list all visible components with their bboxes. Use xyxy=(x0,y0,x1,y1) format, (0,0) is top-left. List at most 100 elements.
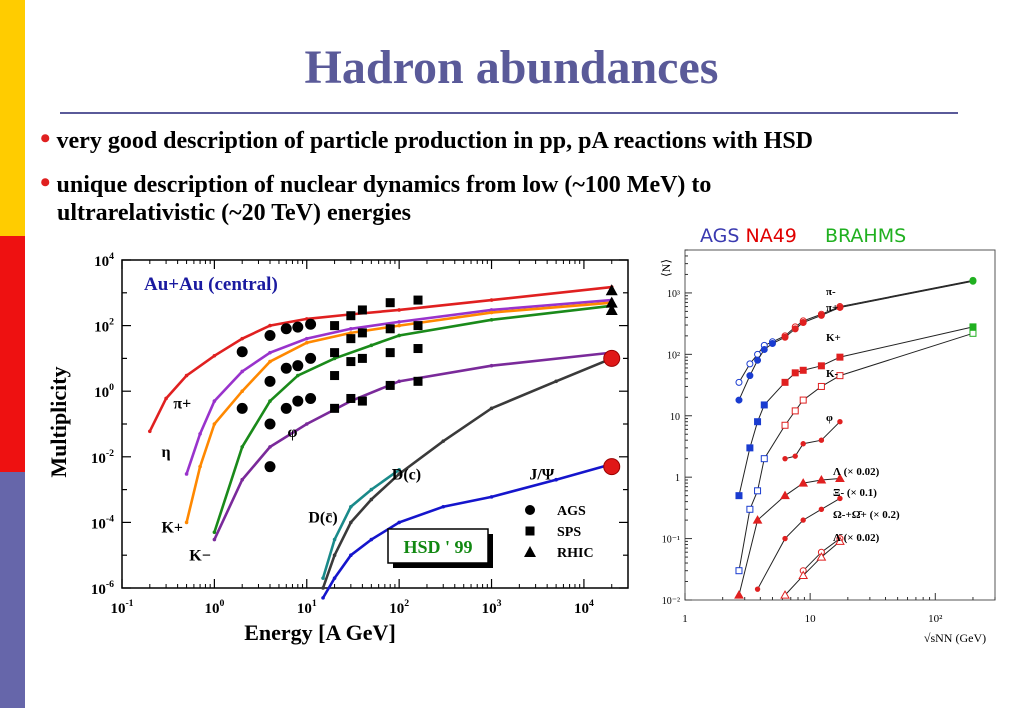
sps-marker xyxy=(330,321,340,331)
series-point xyxy=(397,520,401,525)
series-point xyxy=(397,323,401,328)
series-point xyxy=(489,363,494,368)
right-series-marker xyxy=(781,333,789,341)
plot-frame xyxy=(121,259,629,589)
series-point xyxy=(212,354,217,358)
series-point xyxy=(349,331,353,335)
legend-sps-marker xyxy=(525,526,535,536)
x-tick-label: 10-1 xyxy=(110,598,133,617)
series-point xyxy=(164,396,168,401)
right-series-line xyxy=(738,279,974,383)
experiment-legend: AGS NA49 BRAHMS xyxy=(700,225,906,247)
series-point xyxy=(268,445,272,449)
right-series-marker xyxy=(837,495,843,502)
series-point xyxy=(212,537,217,542)
sps-marker xyxy=(413,376,423,386)
series-point xyxy=(321,576,325,580)
model-label: HSD ' 99 xyxy=(403,537,472,557)
right-x-tick-label: 1 xyxy=(682,613,688,625)
exp-na49: NA49 xyxy=(745,225,797,247)
series-point xyxy=(296,373,300,378)
x-tick-label: 104 xyxy=(574,598,594,617)
ags-marker xyxy=(236,346,248,358)
right-series-marker xyxy=(969,276,977,284)
sps-marker xyxy=(346,311,356,321)
right-y-tick-label: 10² xyxy=(667,350,680,361)
series-point xyxy=(441,439,446,443)
right-series-marker xyxy=(816,474,827,484)
series-point xyxy=(609,298,614,302)
right-y-tick-label: 10⁻¹ xyxy=(662,535,680,546)
series-point xyxy=(332,576,337,580)
right-series-label: K- xyxy=(826,368,839,380)
series-point xyxy=(332,356,337,361)
right-series-marker xyxy=(746,444,754,452)
series-point xyxy=(397,379,401,384)
curve-label: η xyxy=(162,444,171,461)
series-line xyxy=(185,301,612,523)
series-point xyxy=(268,350,272,355)
series-point xyxy=(489,298,494,302)
legend-label: AGS xyxy=(557,504,586,519)
right-series-marker xyxy=(799,567,807,575)
right-series-marker xyxy=(780,590,790,599)
series-point xyxy=(349,312,353,317)
series-point xyxy=(609,285,614,289)
right-series-line xyxy=(784,421,841,460)
ags-marker xyxy=(280,323,292,335)
series-point xyxy=(321,586,325,590)
right-series-marker xyxy=(781,378,789,386)
series-point xyxy=(268,359,272,364)
series-point xyxy=(240,336,244,341)
series-point xyxy=(240,445,244,449)
right-series-label: Ξ- (× 0.1) xyxy=(833,487,877,499)
legend-label: SPS xyxy=(557,525,581,540)
series-point xyxy=(489,406,494,411)
right-series-marker xyxy=(754,487,762,495)
right-series-line xyxy=(738,326,974,496)
right-series-marker xyxy=(799,318,807,326)
right-series-marker xyxy=(746,505,754,513)
curve-label: K+ xyxy=(161,519,183,536)
right-x-axis-label: √sNN (GeV) xyxy=(924,631,986,645)
bullet-1-text: very good description of particle produc… xyxy=(56,128,814,154)
right-series-label: Λ (× 0.02) xyxy=(833,466,880,478)
curve-label: φ xyxy=(287,424,297,441)
slide-title: Hadron abundances xyxy=(304,41,719,94)
right-series-marker xyxy=(768,340,776,348)
y-tick-label: 102 xyxy=(94,317,114,336)
sps-marker xyxy=(330,403,340,413)
right-series-marker xyxy=(735,378,743,386)
highlight-point xyxy=(603,458,621,476)
right-y-tick-label: 10⁻² xyxy=(662,596,680,607)
right-series-marker xyxy=(754,356,762,364)
series-point xyxy=(304,422,309,426)
right-series-marker xyxy=(791,407,799,415)
right-series-marker xyxy=(754,350,762,358)
model-box-shadow xyxy=(393,534,493,568)
sps-marker xyxy=(357,328,367,338)
right-series-marker xyxy=(752,515,763,524)
right-series-line xyxy=(738,280,974,401)
rhic-marker xyxy=(605,296,618,308)
right-series-marker xyxy=(782,455,788,462)
legend-label: RHIC xyxy=(557,546,594,561)
right-series-marker xyxy=(791,325,799,333)
series-point xyxy=(240,477,244,482)
system-annotation: Au+Au (central) xyxy=(144,274,278,295)
y-tick-label: 10-2 xyxy=(91,448,114,467)
right-series-marker xyxy=(799,366,807,374)
series-point xyxy=(489,308,494,312)
ags-marker xyxy=(280,402,292,414)
sps-marker xyxy=(346,357,356,367)
series-line xyxy=(185,298,612,475)
series-point xyxy=(609,304,614,308)
x-tick-label: 102 xyxy=(389,598,409,617)
right-series-line xyxy=(802,538,841,572)
sps-marker xyxy=(357,353,367,363)
right-y-tick-label: 1 xyxy=(675,473,680,484)
series-point xyxy=(397,308,401,312)
right-x-tick-label: 10² xyxy=(928,613,943,625)
series-point xyxy=(349,553,353,557)
